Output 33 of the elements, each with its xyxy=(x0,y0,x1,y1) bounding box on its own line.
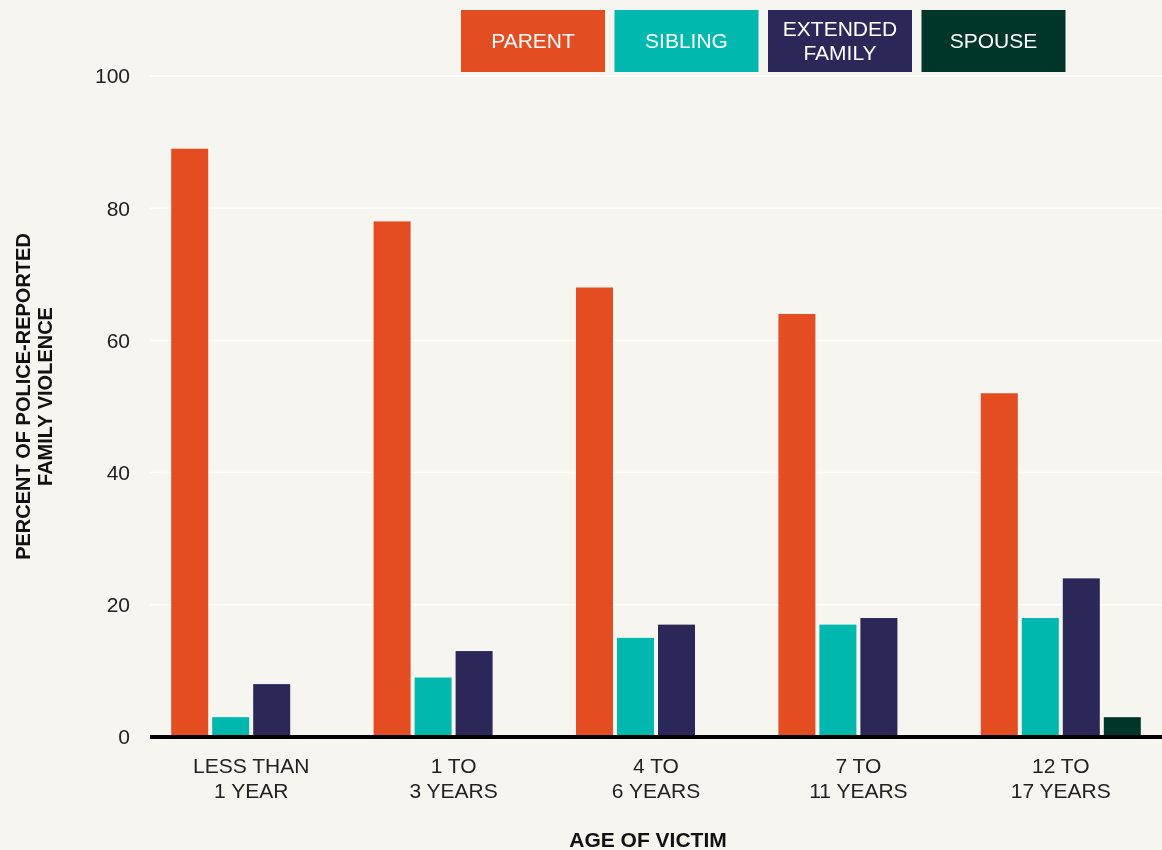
bar xyxy=(414,677,452,737)
x-tick-label: 1 TO 3 YEARS xyxy=(409,754,498,802)
bar xyxy=(373,221,411,737)
y-tick-label: 80 xyxy=(106,196,130,220)
bar xyxy=(576,287,613,737)
bar xyxy=(1062,578,1100,737)
bar xyxy=(1021,618,1059,737)
x-tick-label: LESS THAN 1 YEAR xyxy=(193,754,310,802)
y-tick-label: 0 xyxy=(118,725,130,749)
y-tick-label: 60 xyxy=(106,328,130,352)
text: SPOUSE xyxy=(949,29,1038,53)
bar xyxy=(860,618,898,737)
x-tick-label: 7 TO 11 YEARS xyxy=(809,754,908,802)
bar xyxy=(658,624,695,737)
text: SIBLING xyxy=(645,29,728,53)
bar xyxy=(819,624,857,737)
text: PARENT xyxy=(491,29,575,53)
bar xyxy=(253,684,291,737)
bar xyxy=(980,393,1018,737)
text: EXTENDED FAMILY xyxy=(782,17,898,65)
x-axis-title: AGE OF VICTIM xyxy=(569,828,727,850)
y-axis-title: PERCENT OF POLICE-REPORTED FAMILY VIOLENCE xyxy=(12,233,56,560)
y-tick-label: 100 xyxy=(94,64,130,88)
y-tick-label: 40 xyxy=(106,460,130,484)
y-tick-label: 20 xyxy=(106,593,130,617)
x-tick-label: 12 TO 17 YEARS xyxy=(1010,754,1111,802)
bar xyxy=(778,313,816,737)
bar xyxy=(171,148,209,737)
bar xyxy=(617,637,654,737)
bar xyxy=(455,651,493,737)
bar xyxy=(212,717,250,737)
x-tick-label: 4 TO 6 YEARS xyxy=(611,754,701,802)
bar xyxy=(1103,717,1141,737)
